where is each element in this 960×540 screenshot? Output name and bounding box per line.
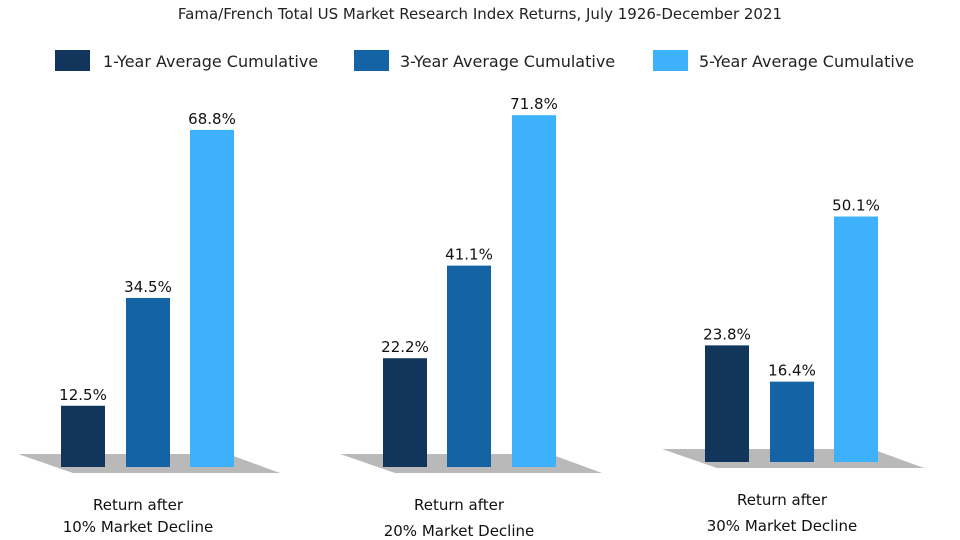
value-label-3-2: 16.4%: [768, 362, 816, 380]
value-label-2-3: 71.8%: [510, 95, 558, 113]
legend-label-1: 1-Year Average Cumulative: [103, 52, 318, 71]
legend-swatch-3: [653, 50, 688, 71]
legend-label-2: 3-Year Average Cumulative: [400, 52, 615, 71]
value-label-1-2: 34.5%: [124, 278, 172, 296]
value-label-1-1: 12.5%: [59, 386, 107, 404]
bar-3-2: [770, 381, 814, 462]
group-3: 23.8% 16.4% 50.1% Return after 30% Market De…: [662, 197, 924, 535]
category-label-2-line-2: 20% Market Decline: [384, 522, 535, 540]
category-label-1-line-2: 10% Market Decline: [63, 518, 214, 536]
category-label-3-line-2: 30% Market Decline: [707, 517, 858, 535]
bar-2-2: [447, 265, 491, 467]
legend-swatch-1: [55, 50, 90, 71]
value-label-3-3: 50.1%: [832, 197, 880, 215]
bar-groups: 12.5% 34.5% 68.8% Return after 10% Market De…: [18, 95, 924, 540]
value-label-1-3: 68.8%: [188, 110, 236, 128]
group-2: 22.2% 41.1% 71.8% Return after 20% Market De…: [340, 95, 602, 540]
legend-swatch-2: [354, 50, 389, 71]
bar-1-2: [126, 297, 170, 467]
value-label-2-1: 22.2%: [381, 338, 429, 356]
category-label-2-line-1: Return after: [414, 496, 505, 514]
legend: 1-Year Average Cumulative 3-Year Average …: [55, 50, 914, 71]
value-label-3-1: 23.8%: [703, 325, 751, 343]
chart-title: Fama/French Total US Market Research Ind…: [178, 5, 782, 23]
bar-3-3: [834, 216, 878, 462]
group-1: 12.5% 34.5% 68.8% Return after 10% Market De…: [18, 110, 280, 536]
bar-3-1: [705, 345, 749, 462]
bar-1-3: [190, 129, 234, 467]
bar-2-1: [383, 358, 427, 467]
legend-label-3: 5-Year Average Cumulative: [699, 52, 914, 71]
category-label-3-line-1: Return after: [737, 491, 828, 509]
category-label-1-line-1: Return after: [93, 496, 184, 514]
bar-2-3: [512, 115, 556, 468]
bar-1-1: [61, 405, 105, 467]
value-label-2-2: 41.1%: [445, 246, 493, 264]
